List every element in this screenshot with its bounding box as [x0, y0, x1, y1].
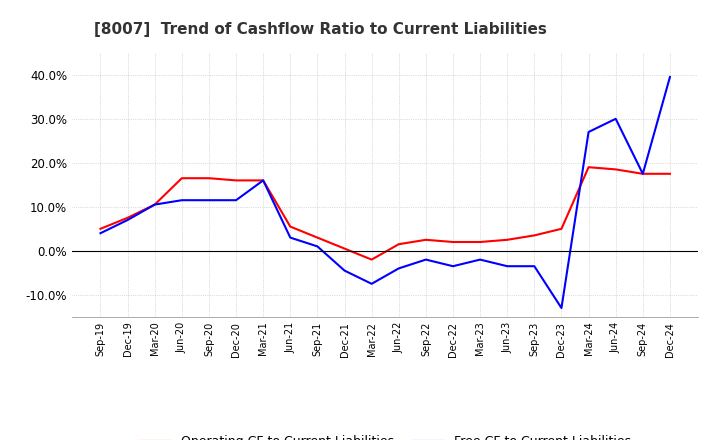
Free CF to Current Liabilities — [611, 116, 620, 121]
Free CF to Current Liabilities — [665, 74, 674, 80]
Free CF to Current Liabilities — [639, 171, 647, 176]
Free CF to Current Liabilities — [367, 281, 376, 286]
Free CF to Current Liabilities — [178, 198, 186, 203]
Operating CF to Current Liabilities — [449, 239, 457, 245]
Free CF to Current Liabilities — [584, 129, 593, 135]
Free CF to Current Liabilities — [421, 257, 430, 262]
Operating CF to Current Liabilities — [503, 237, 511, 242]
Operating CF to Current Liabilities — [584, 165, 593, 170]
Free CF to Current Liabilities — [259, 178, 268, 183]
Operating CF to Current Liabilities — [557, 226, 566, 231]
Free CF to Current Liabilities — [232, 198, 240, 203]
Operating CF to Current Liabilities — [286, 224, 294, 229]
Free CF to Current Liabilities — [313, 244, 322, 249]
Operating CF to Current Liabilities — [123, 215, 132, 220]
Operating CF to Current Liabilities — [178, 176, 186, 181]
Operating CF to Current Liabilities — [665, 171, 674, 176]
Line: Operating CF to Current Liabilities: Operating CF to Current Liabilities — [101, 167, 670, 260]
Free CF to Current Liabilities — [150, 202, 159, 207]
Operating CF to Current Liabilities — [341, 246, 349, 251]
Operating CF to Current Liabilities — [367, 257, 376, 262]
Text: [8007]  Trend of Cashflow Ratio to Current Liabilities: [8007] Trend of Cashflow Ratio to Curren… — [94, 22, 546, 37]
Free CF to Current Liabilities — [557, 305, 566, 311]
Operating CF to Current Liabilities — [530, 233, 539, 238]
Free CF to Current Liabilities — [503, 264, 511, 269]
Operating CF to Current Liabilities — [611, 167, 620, 172]
Operating CF to Current Liabilities — [313, 235, 322, 240]
Free CF to Current Liabilities — [530, 264, 539, 269]
Free CF to Current Liabilities — [286, 235, 294, 240]
Free CF to Current Liabilities — [204, 198, 213, 203]
Free CF to Current Liabilities — [123, 217, 132, 223]
Operating CF to Current Liabilities — [421, 237, 430, 242]
Operating CF to Current Liabilities — [204, 176, 213, 181]
Operating CF to Current Liabilities — [259, 178, 268, 183]
Operating CF to Current Liabilities — [639, 171, 647, 176]
Free CF to Current Liabilities — [449, 264, 457, 269]
Operating CF to Current Liabilities — [150, 202, 159, 207]
Free CF to Current Liabilities — [395, 266, 403, 271]
Operating CF to Current Liabilities — [232, 178, 240, 183]
Free CF to Current Liabilities — [476, 257, 485, 262]
Operating CF to Current Liabilities — [96, 226, 105, 231]
Legend: Operating CF to Current Liabilities, Free CF to Current Liabilities: Operating CF to Current Liabilities, Fre… — [140, 435, 631, 440]
Free CF to Current Liabilities — [96, 231, 105, 236]
Line: Free CF to Current Liabilities: Free CF to Current Liabilities — [101, 77, 670, 308]
Free CF to Current Liabilities — [341, 268, 349, 273]
Operating CF to Current Liabilities — [476, 239, 485, 245]
Operating CF to Current Liabilities — [395, 242, 403, 247]
